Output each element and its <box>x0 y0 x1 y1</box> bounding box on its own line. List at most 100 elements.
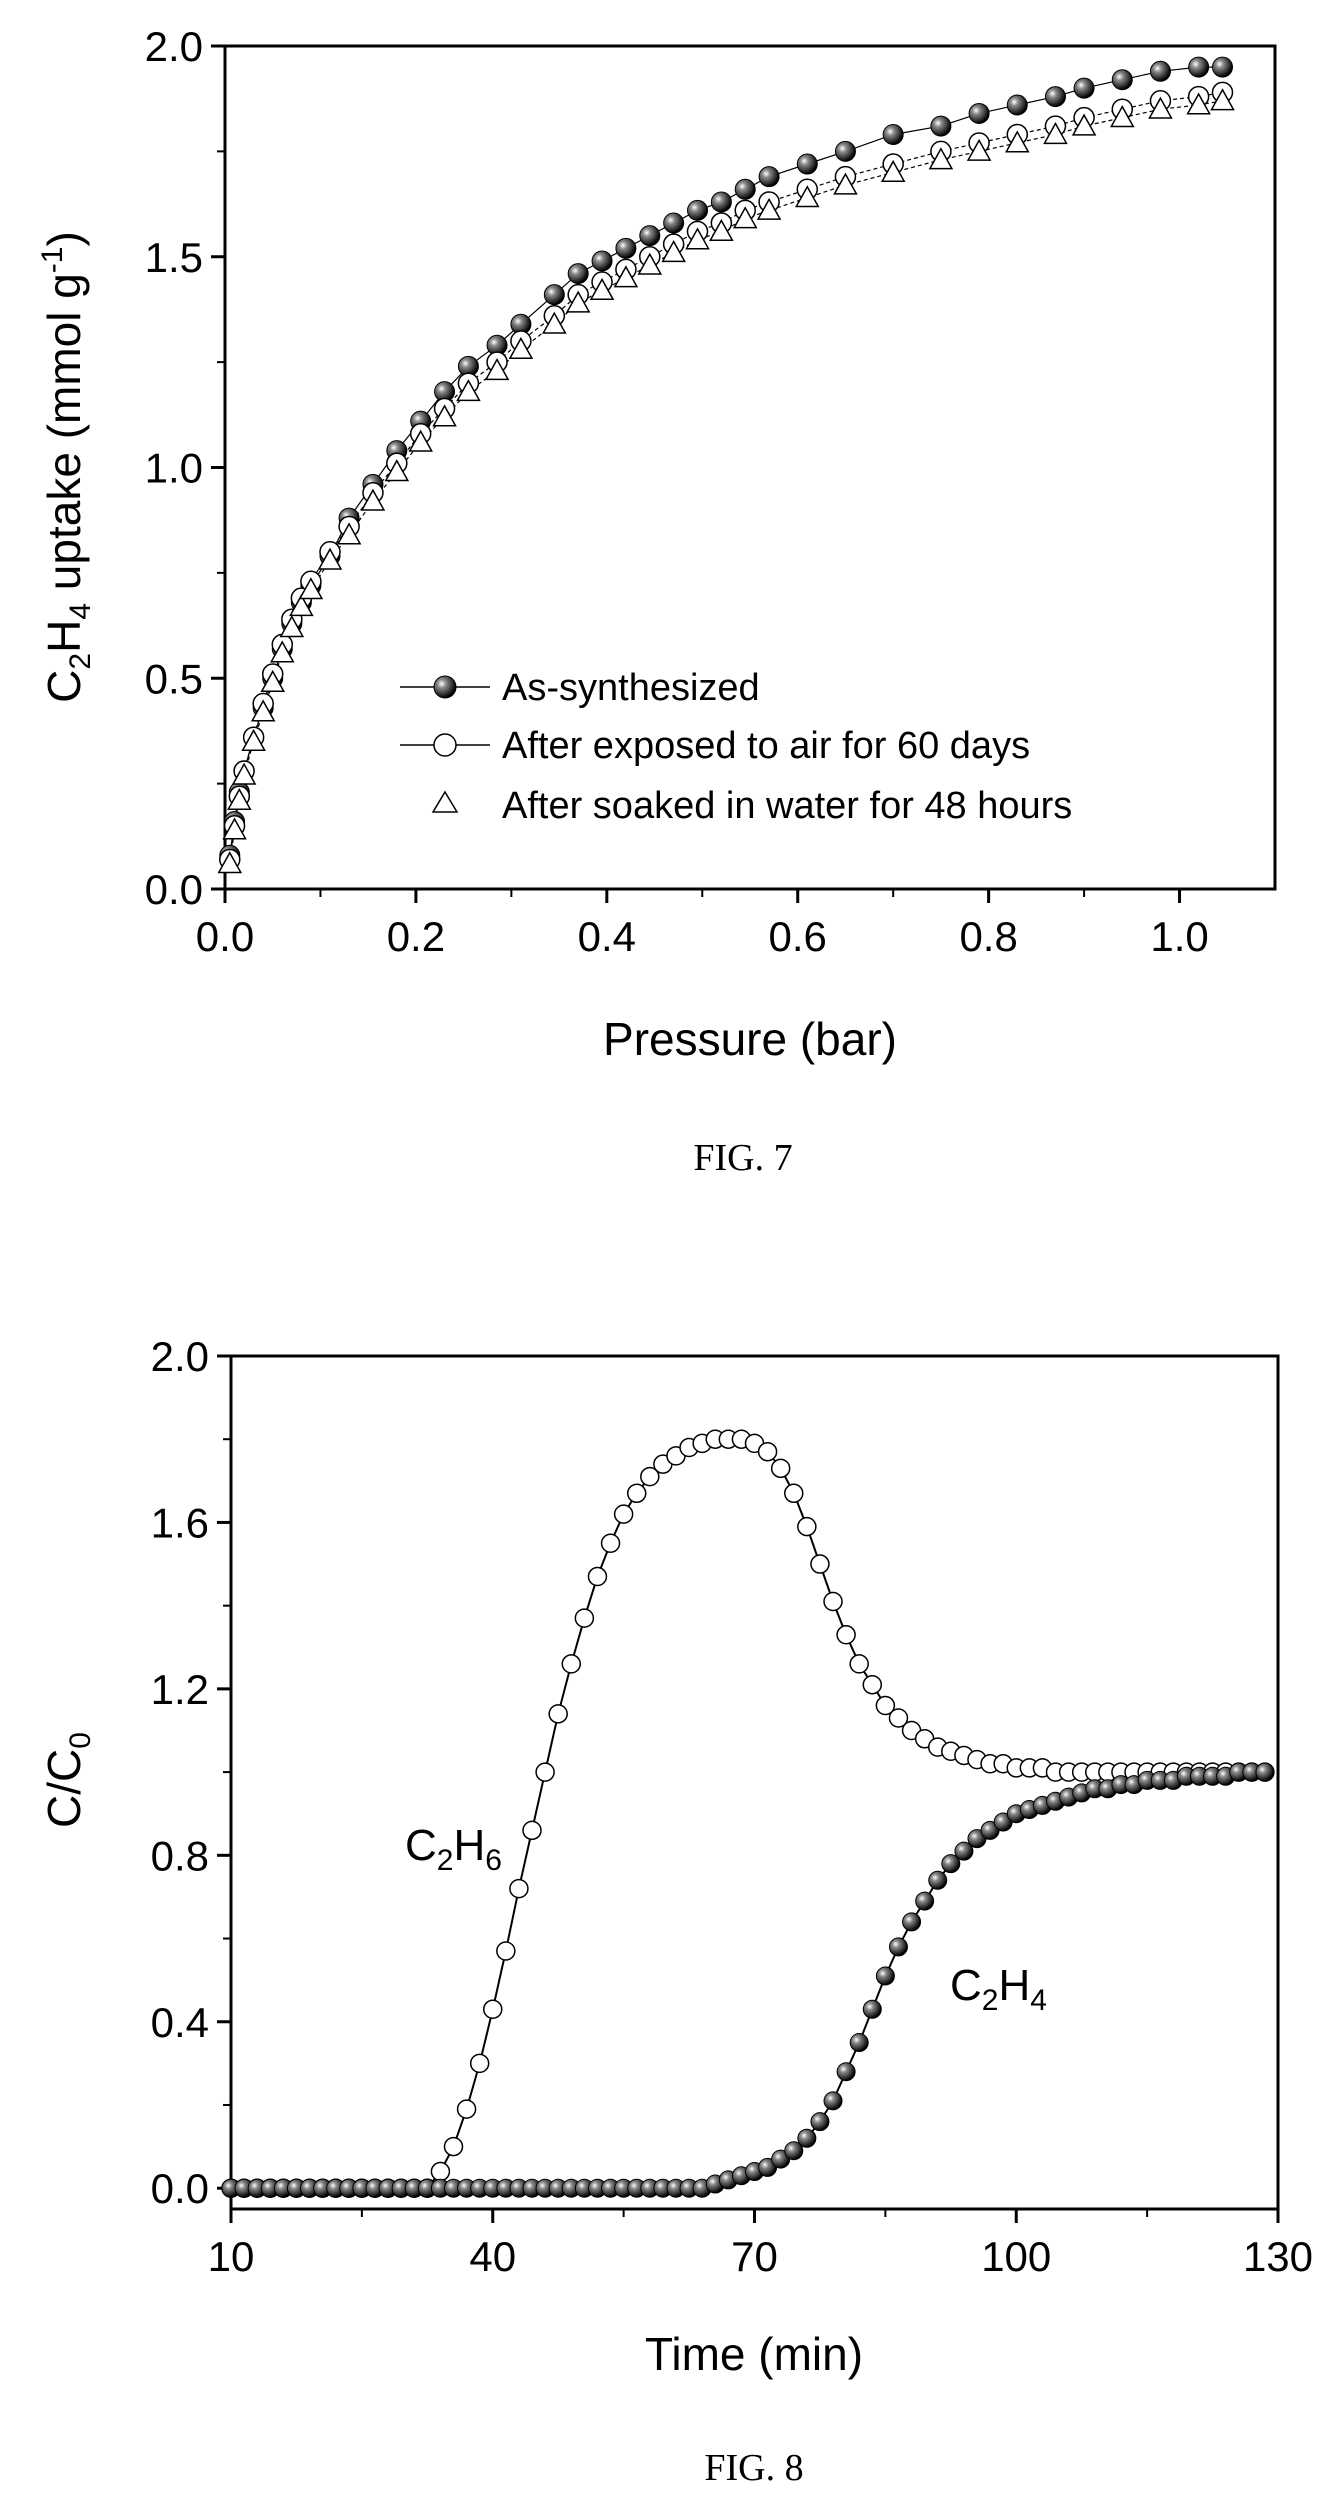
data-point <box>770 1458 791 1479</box>
figure-caption-fig8: FIG. 8 <box>704 2447 803 2489</box>
x-tick-label: 0.6 <box>769 913 827 960</box>
x-axis-title: Time (min) <box>645 2328 863 2380</box>
legend-marker-open-circle <box>433 733 457 757</box>
data-point <box>384 459 410 482</box>
data-point <box>915 1891 935 1911</box>
data-point <box>574 1608 595 1628</box>
data-point <box>1149 60 1171 82</box>
data-point <box>615 237 637 259</box>
data-point <box>796 153 818 175</box>
axes: 0.0 0.2 0.4 0.6 0.8 1.0 0.0 0.5 1.0 1.5 2.0 <box>145 23 1209 960</box>
data-point <box>217 851 243 874</box>
data-point <box>289 594 314 617</box>
data-point <box>430 2161 451 2182</box>
axes: 10 40 70 100 130 0.0 0.4 0.8 1.2 1.6 2.0 <box>151 1333 1313 2280</box>
data-point <box>535 1762 555 1782</box>
data-point <box>613 1504 634 1524</box>
data-point <box>542 311 567 334</box>
data-point <box>269 640 295 663</box>
legend-label-as-synthesized: As-synthesized <box>502 667 760 709</box>
legend-label-water-48-hours: After soaked in water for 48 hours <box>502 785 1072 827</box>
x-tick-label: 70 <box>731 2233 778 2280</box>
data-point <box>784 1483 804 1504</box>
data-point <box>1212 56 1233 78</box>
y-tick-label: 2.0 <box>151 1333 209 1380</box>
legend-marker-filled-circle <box>433 675 457 699</box>
data-point <box>902 1912 922 1932</box>
data-point <box>836 2062 856 2082</box>
data-point <box>784 2141 804 2161</box>
data-point <box>250 699 276 722</box>
data-point <box>508 336 534 360</box>
data-point <box>833 172 858 195</box>
y-tick-label: 0.0 <box>151 2165 209 2212</box>
data-point <box>456 2099 477 2119</box>
data-point <box>561 1654 582 1674</box>
data-point <box>709 218 734 242</box>
data-point <box>509 1878 529 1899</box>
data-point <box>543 284 565 306</box>
x-tick-label: 0.4 <box>578 913 636 960</box>
data-point <box>1188 56 1210 78</box>
y-tick-label: 0.5 <box>145 655 203 702</box>
y-tick-label: 0.4 <box>151 1999 209 2046</box>
data-point <box>626 1483 647 1504</box>
data-point <box>1210 88 1235 111</box>
data-point <box>1148 96 1173 119</box>
data-point <box>432 404 457 427</box>
data-point <box>1073 77 1095 99</box>
y-tick-label: 2.0 <box>145 23 203 70</box>
data-point <box>600 1533 621 1553</box>
data-point <box>484 358 510 381</box>
data-point <box>968 102 990 124</box>
data-point <box>661 239 686 263</box>
data-point <box>928 147 954 170</box>
data-point <box>732 206 758 229</box>
x-tick-label: 130 <box>1243 2233 1313 2280</box>
data-point <box>241 728 266 752</box>
data-point <box>591 250 613 272</box>
y-tick-label: 1.0 <box>145 445 203 492</box>
data-point <box>685 227 710 250</box>
data-point <box>1044 86 1066 108</box>
data-point <box>797 2128 817 2148</box>
x-tick-label: 1.0 <box>1150 913 1208 960</box>
series-line <box>231 1771 1265 2190</box>
data-point <box>663 212 685 234</box>
data-point <box>862 1674 883 1695</box>
data-point <box>888 1708 909 1728</box>
data-point <box>823 1591 843 1612</box>
data-point <box>810 2112 830 2132</box>
legend: As-synthesized After exposed to air for … <box>400 667 1072 827</box>
data-point <box>823 2091 843 2111</box>
y-tick-label: 1.2 <box>151 1666 209 1713</box>
legend-marker-open-triangle <box>431 790 459 813</box>
data-point <box>336 522 362 545</box>
data-point <box>1255 1762 1275 1782</box>
x-tick-label: 0.8 <box>959 913 1017 960</box>
data-point <box>496 1941 516 1961</box>
annotation-c2h4: C2H4 <box>950 1961 1047 2017</box>
data-point <box>522 1820 542 1841</box>
data-point <box>758 166 780 188</box>
data-point <box>756 197 782 220</box>
data-point <box>360 488 386 511</box>
data-point <box>888 1937 908 1957</box>
figure-caption-fig7: FIG. 7 <box>693 1137 792 1179</box>
data-point <box>734 178 756 200</box>
data-point <box>589 277 615 301</box>
series-markers <box>217 56 1235 874</box>
data-point <box>565 290 591 313</box>
annotation-c2h6: C2H6 <box>405 1821 502 1877</box>
data-point <box>849 1654 869 1674</box>
data-point <box>639 225 661 247</box>
data-point <box>954 1841 974 1861</box>
x-tick-label: 10 <box>208 2233 255 2280</box>
data-point <box>222 817 247 840</box>
data-point <box>849 2033 869 2053</box>
series-markers <box>221 1429 1275 2198</box>
y-tick-label: 1.5 <box>145 234 203 281</box>
y-axis-title: C2H4 uptake (mmol g-1) <box>36 231 97 703</box>
chart-fig7: 0.0 0.2 0.4 0.6 0.8 1.0 0.0 0.5 1.0 1.5 2.0 C2H4 u… <box>36 23 1277 1179</box>
